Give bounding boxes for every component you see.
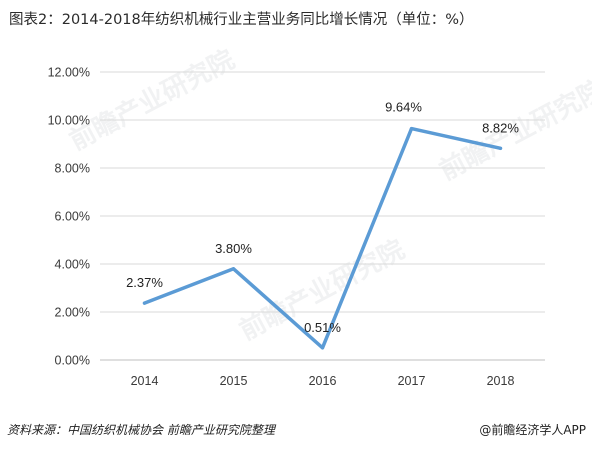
y-axis-tick-labels: 0.00% 2.00% 4.00% 6.00% 8.00% 10.00% 12.00%	[48, 66, 90, 368]
grid-lines	[100, 71, 545, 361]
source-note: 资料来源：中国纺织机械协会 前瞻产业研究院整理	[7, 423, 275, 437]
data-point	[498, 146, 503, 150]
x-tick-label: 2017	[398, 374, 426, 388]
x-tick-label: 2016	[309, 374, 337, 388]
x-axis-tick-labels: 2014 2015 2016 2017 2018	[131, 374, 515, 388]
series-line-group	[142, 126, 503, 350]
data-point	[231, 267, 236, 271]
y-tick-label: 8.00%	[55, 162, 90, 176]
y-tick-label: 4.00%	[55, 258, 90, 272]
data-point	[409, 127, 414, 131]
x-tick-label: 2015	[220, 374, 248, 388]
data-label: 0.51%	[304, 320, 341, 335]
data-label-group: 2.37% 3.80% 0.51% 9.64% 8.82%	[126, 100, 519, 335]
y-tick-label: 0.00%	[55, 354, 90, 368]
data-point	[320, 346, 325, 350]
y-tick-label: 12.00%	[48, 66, 90, 80]
data-label: 9.64%	[385, 100, 422, 115]
y-tick-label: 2.00%	[55, 306, 90, 320]
y-tick-label: 6.00%	[55, 210, 90, 224]
x-tick-label: 2018	[487, 374, 515, 388]
brand-credit: @前瞻经济学人APP	[479, 423, 586, 437]
chart-title: 图表2：2014-2018年纺织机械行业主营业务同比增长情况（单位：%）	[9, 12, 474, 28]
y-tick-label: 10.00%	[48, 114, 90, 128]
data-label: 8.82%	[482, 120, 519, 135]
data-label: 2.37%	[126, 275, 163, 290]
data-label: 3.80%	[215, 241, 252, 256]
x-tick-label: 2014	[131, 374, 159, 388]
series-line	[142, 126, 503, 350]
data-point	[142, 301, 147, 305]
